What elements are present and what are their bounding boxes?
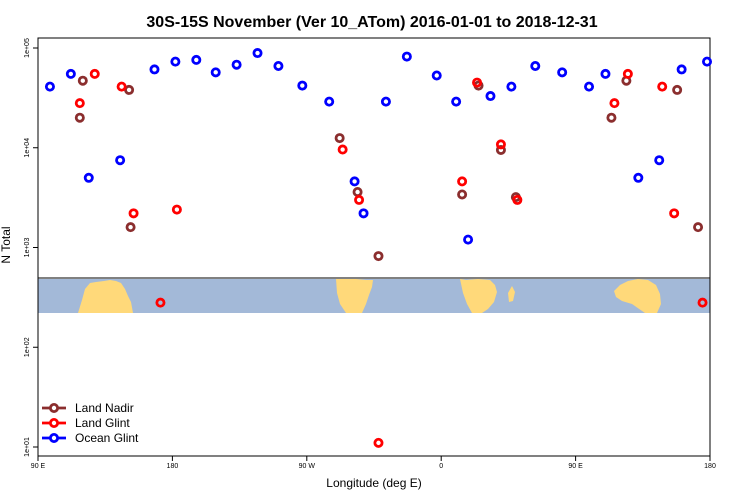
land-mass [336,279,373,313]
lower-plot-border [37,277,711,457]
ocean-glint-point [231,59,242,70]
y-tick-label: 1e+01 [24,437,31,457]
land-mass [78,280,133,313]
ocean-glint-point [65,68,76,79]
ocean-glint-point [149,64,160,75]
ocean-glint-point [431,70,442,81]
land-glint-legend-label: Land Glint [75,416,130,430]
land-nadir-point [125,222,136,233]
ocean-glint-point [380,96,391,107]
land-nadir-point [74,112,85,123]
land-glint-point [128,208,139,219]
land-glint-point [373,437,384,448]
land-glint-point [337,144,348,155]
ocean-glint-point [506,81,517,92]
land-glint-point [472,77,483,88]
ocean-glint-point [297,80,308,91]
ocean-glint-point [485,91,496,102]
x-tick-label: 180 [704,463,716,470]
ocean-glint-point [44,81,55,92]
land-glint-point [609,98,620,109]
ocean-glint-point [273,61,284,72]
x-tick-label: 90 E [31,463,46,470]
data-points [44,48,713,448]
land-glint-point [697,297,708,308]
land-glint-point [622,68,633,79]
land-glint-point [657,81,668,92]
x-tick-label: 90 E [568,463,583,470]
land-glint-point [354,194,365,205]
y-tick-label: 1e+02 [24,337,31,357]
y-tick-label: 1e+04 [24,138,31,158]
land-glint-point [669,208,680,219]
y-axis-label: N Total [0,226,13,263]
land-mass [614,279,661,313]
ocean-glint-point [633,172,644,183]
ocean-glint-point [584,81,595,92]
land-glint-point [457,176,468,187]
land-nadir-point [693,222,704,233]
ocean-glint-point [600,68,611,79]
ocean-glint-point [530,61,541,72]
y-tick-label: 1e+03 [24,238,31,258]
land-glint-point [155,297,166,308]
ocean-glint-point [463,234,474,245]
land-glint-point [495,139,506,150]
land-nadir-point [457,189,468,200]
land-nadir-point [606,112,617,123]
x-tick-label: 0 [439,463,443,470]
x-tick-label: 180 [167,463,179,470]
ocean-glint-legend-label: Ocean Glint [75,431,139,445]
map-ocean [38,279,710,313]
ocean-glint-point [324,96,335,107]
land-nadir-point [495,144,506,155]
land-nadir-point [672,84,683,95]
ocean-glint-point [252,48,263,59]
plot-frame [37,37,711,457]
land-mass [460,279,497,313]
ocean-glint-point [654,155,665,166]
ocean-glint-point [349,176,360,187]
chart-title: 30S-15S November (Ver 10_ATom) 2016-01-0… [146,14,597,31]
x-axis-label: Longitude (deg E) [326,476,421,490]
ocean-glint-point [358,208,369,219]
land-glint-point [512,194,523,205]
land-nadir-point [334,133,345,144]
ocean-glint-point [191,54,202,65]
land-nadir-point [352,187,363,198]
ocean-glint-point [557,67,568,78]
ocean-glint-point [401,51,412,62]
x-tick-label: 90 W [299,463,316,470]
ocean-glint-point [676,64,687,75]
ocean-glint-point [451,96,462,107]
ocean-glint-point [170,56,181,67]
land-nadir-point [77,75,88,86]
ocean-glint-point [83,172,94,183]
map-strip [38,279,710,313]
land-nadir-legend-marker [49,402,60,413]
land-glint-legend-marker [49,417,60,428]
y-axis: 1e+01 1e+02 1e+03 1e+04 1e+05 [24,38,38,457]
land-nadir-point [373,251,384,262]
land-mass [508,286,515,302]
land-nadir-point [124,84,135,95]
land-glint-point [74,98,85,109]
land-glint-point [171,204,182,215]
y-tick-label: 1e+05 [24,38,31,58]
land-nadir-legend-label: Land Nadir [75,401,134,415]
x-axis: 90 E 180 90 W 0 90 E 180 [31,456,716,470]
ocean-glint-point [702,56,713,67]
land-glint-point [89,68,100,79]
ocean-glint-point [115,155,126,166]
land-glint-point [116,81,127,92]
ocean-glint-point [210,67,221,78]
map-land [78,279,661,313]
ocean-glint-legend-marker [49,432,60,443]
